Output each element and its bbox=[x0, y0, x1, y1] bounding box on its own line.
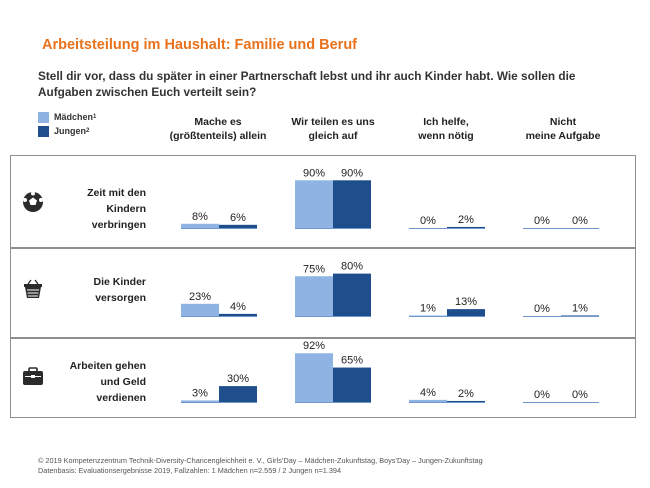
data-label-versorgen-maedchen-3: 0% bbox=[534, 303, 550, 315]
bar-versorgen-maedchen-2 bbox=[409, 315, 447, 316]
bar-arbeiten-maedchen-0 bbox=[181, 400, 219, 402]
row-box-arbeiten bbox=[10, 337, 636, 418]
data-label-arbeiten-maedchen-3: 0% bbox=[534, 389, 550, 401]
data-label-versorgen-jungen-2: 13% bbox=[455, 296, 477, 308]
row-label-line: versorgen bbox=[95, 292, 146, 304]
data-label-arbeiten-jungen-0: 30% bbox=[227, 373, 249, 385]
data-label-versorgen-maedchen-2: 1% bbox=[420, 302, 436, 314]
row-label-arbeiten: Arbeiten gehen und Geld verdienen bbox=[56, 358, 146, 406]
soccer-ball-icon bbox=[23, 191, 43, 212]
data-label-zeit-maedchen-1: 90% bbox=[303, 167, 325, 179]
row-label-line: Die Kinder bbox=[93, 276, 146, 288]
column-header-allein: Mache es (größtenteils) allein bbox=[158, 115, 278, 143]
bar-versorgen-jungen-0 bbox=[219, 313, 257, 316]
bar-zeit-jungen-0 bbox=[219, 224, 257, 228]
column-header-line: gleich auf bbox=[308, 130, 358, 142]
data-label-arbeiten-maedchen-2: 4% bbox=[420, 387, 436, 399]
bar-versorgen-maedchen-0 bbox=[181, 303, 219, 316]
bar-zeit-jungen-1 bbox=[333, 180, 371, 228]
data-label-zeit-maedchen-3: 0% bbox=[534, 215, 550, 227]
laundry-basket-icon bbox=[24, 279, 42, 298]
legend-label-maedchen: Mädchen bbox=[54, 112, 94, 122]
data-label-zeit-jungen-0: 6% bbox=[230, 212, 246, 224]
briefcase-icon bbox=[23, 367, 43, 385]
footer-database: Datenbasis: Evaluationsergebnisse 2019, … bbox=[38, 466, 342, 475]
column-header-gleich: Wir teilen es uns gleich auf bbox=[273, 115, 393, 143]
bar-arbeiten-maedchen-2 bbox=[409, 399, 447, 402]
column-header-line: wenn nötig bbox=[418, 130, 474, 142]
row-label-line: Kindern bbox=[106, 203, 146, 215]
data-label-zeit-jungen-3: 0% bbox=[572, 215, 588, 227]
column-header-line: Wir teilen es uns bbox=[291, 116, 375, 128]
data-label-zeit-maedchen-2: 0% bbox=[420, 215, 436, 227]
data-label-versorgen-jungen-0: 4% bbox=[230, 301, 246, 313]
column-header-line: Mache es bbox=[194, 116, 242, 128]
column-header-line: meine Aufgabe bbox=[525, 130, 601, 142]
row-label-line: Arbeiten gehen bbox=[69, 360, 146, 372]
bar-arbeiten-jungen-1 bbox=[333, 367, 371, 402]
data-label-arbeiten-maedchen-0: 3% bbox=[192, 387, 208, 399]
row-box-versorgen bbox=[10, 247, 636, 339]
legend-item-maedchen: Mädchen 1 bbox=[38, 110, 96, 124]
data-label-versorgen-jungen-3: 1% bbox=[572, 302, 588, 314]
chart-title: Arbeitsteilung im Haushalt: Familie und … bbox=[42, 37, 358, 53]
bar-zeit-maedchen-0 bbox=[181, 223, 219, 228]
row-label-versorgen: Die Kinder versorgen bbox=[56, 274, 146, 306]
legend-sup-jungen: 2 bbox=[86, 128, 90, 134]
footer: © 2019 Kompetenzzentrum Technik-Diversit… bbox=[38, 456, 483, 476]
bar-arbeiten-maedchen-1 bbox=[295, 353, 333, 402]
bar-arbeiten-jungen-0 bbox=[219, 386, 257, 402]
row-box-zeit bbox=[10, 155, 636, 249]
survey-question: Stell dir vor, dass du später in einer P… bbox=[38, 69, 576, 99]
data-label-versorgen-maedchen-0: 23% bbox=[189, 291, 211, 303]
data-label-arbeiten-maedchen-1: 92% bbox=[303, 340, 325, 352]
bar-versorgen-jungen-2 bbox=[447, 309, 485, 316]
row-label-line: verdienen bbox=[96, 392, 146, 404]
bar-versorgen-jungen-3 bbox=[561, 315, 599, 316]
column-header-line: Ich helfe, bbox=[423, 116, 469, 128]
data-label-zeit-maedchen-0: 8% bbox=[192, 211, 208, 223]
column-header-helfe: Ich helfe, wenn nötig bbox=[386, 115, 506, 143]
data-label-arbeiten-jungen-1: 65% bbox=[341, 355, 363, 367]
data-label-zeit-jungen-2: 2% bbox=[458, 214, 474, 226]
legend: Mädchen 1 Jungen 2 bbox=[38, 110, 96, 138]
data-label-versorgen-jungen-1: 80% bbox=[341, 261, 363, 273]
bar-zeit-maedchen-1 bbox=[295, 180, 333, 228]
legend-swatch-maedchen bbox=[38, 111, 49, 123]
column-header-nicht: Nicht meine Aufgabe bbox=[503, 115, 623, 143]
bar-arbeiten-jungen-2 bbox=[447, 400, 485, 402]
data-label-zeit-jungen-1: 90% bbox=[341, 167, 363, 179]
legend-swatch-jungen bbox=[38, 125, 49, 137]
legend-sup-maedchen: 1 bbox=[93, 114, 97, 120]
row-label-line: Zeit mit den bbox=[87, 187, 146, 199]
row-label-zeit: Zeit mit den Kindern verbringen bbox=[56, 185, 146, 233]
column-header-line: (größtenteils) allein bbox=[169, 130, 267, 142]
column-header-line: Nicht bbox=[549, 116, 577, 128]
row-label-line: und Geld bbox=[100, 376, 147, 388]
row-label-line: verbringen bbox=[91, 219, 146, 231]
data-label-arbeiten-jungen-2: 2% bbox=[458, 388, 474, 400]
data-label-versorgen-maedchen-1: 75% bbox=[303, 263, 325, 275]
legend-item-jungen: Jungen 2 bbox=[38, 124, 96, 138]
bar-zeit-jungen-2 bbox=[447, 226, 485, 228]
bar-versorgen-jungen-1 bbox=[333, 273, 371, 316]
data-label-arbeiten-jungen-3: 0% bbox=[572, 389, 588, 401]
footer-copyright: © 2019 Kompetenzzentrum Technik-Diversit… bbox=[38, 456, 483, 465]
legend-label-jungen: Jungen bbox=[54, 126, 87, 136]
bar-versorgen-maedchen-1 bbox=[295, 276, 333, 316]
